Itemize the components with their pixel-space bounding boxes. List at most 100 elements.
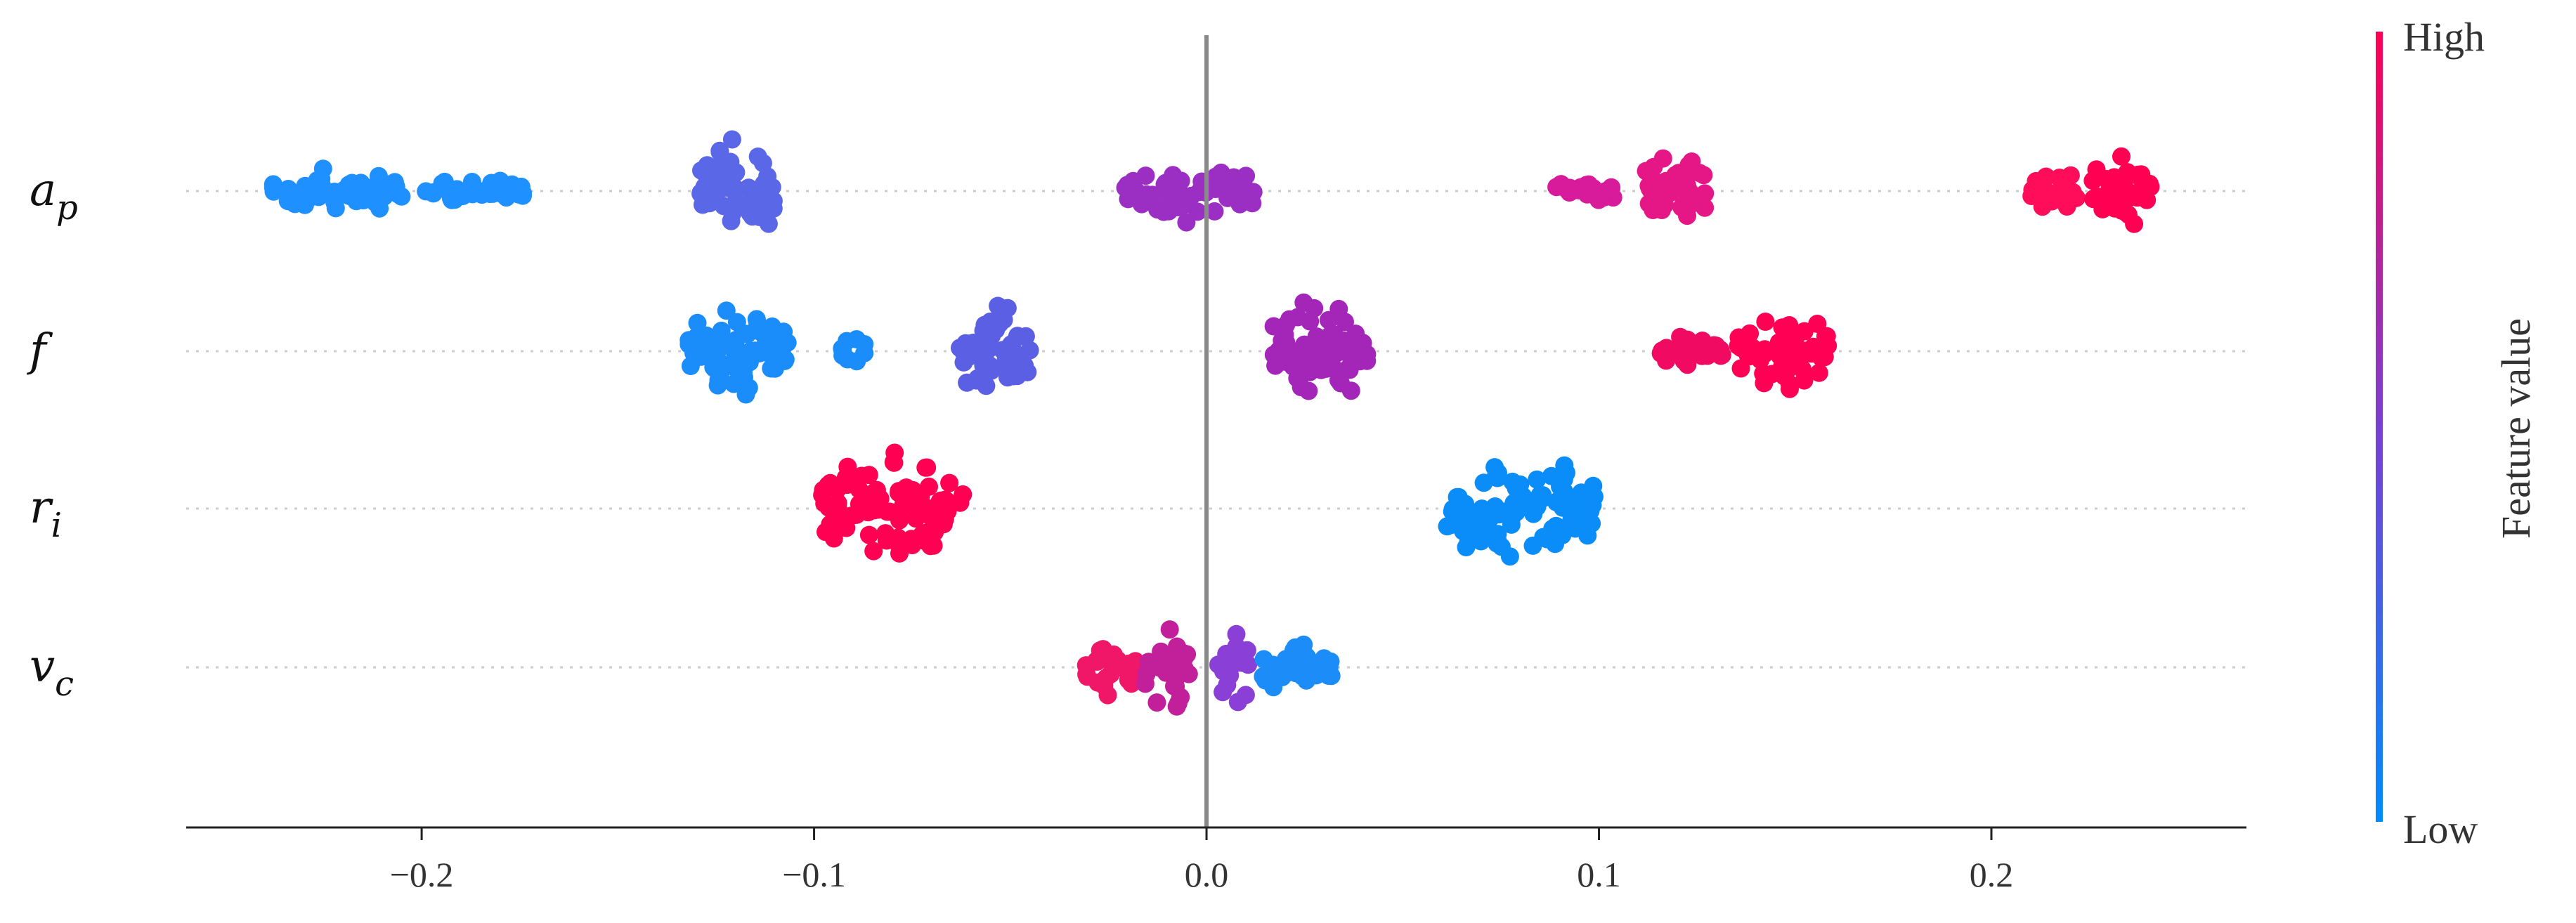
shap-point <box>1190 183 1209 202</box>
shap-point <box>773 339 792 358</box>
colorbar-high-label: High <box>2403 14 2485 60</box>
feature-label-f: f <box>27 325 53 377</box>
shap-point <box>1098 686 1117 705</box>
shap-point <box>1457 538 1476 556</box>
shap-point <box>845 476 864 494</box>
shap-point <box>916 458 935 477</box>
shap-point <box>1147 693 1166 712</box>
shap-point <box>859 525 878 544</box>
row-gridlines <box>186 190 2246 669</box>
shap-point <box>748 313 767 332</box>
shap-point <box>1160 620 1179 639</box>
shap-point <box>1004 367 1023 386</box>
shap-point <box>1299 381 1318 400</box>
feature-labels: ap f ri vc <box>27 164 78 704</box>
shap-point <box>357 188 376 207</box>
shap-point <box>1078 667 1097 686</box>
shap-point <box>741 341 760 360</box>
shap-point <box>1741 347 1759 366</box>
shap-point <box>2033 197 2052 216</box>
shap-point <box>1129 185 1148 204</box>
shap-point <box>1653 149 1672 168</box>
shap-point <box>1205 202 1224 221</box>
shap-point <box>712 321 731 340</box>
shap-point <box>2112 147 2131 166</box>
shap-point <box>1217 644 1236 663</box>
shap-point <box>1228 693 1247 712</box>
shap-point <box>1214 683 1232 702</box>
shap-point <box>1277 352 1296 371</box>
shap-point <box>2061 166 2080 185</box>
shap-point <box>1332 374 1350 393</box>
shap-point <box>313 159 332 178</box>
shap-point <box>1691 164 1710 183</box>
shap-point <box>915 502 934 521</box>
shap-point <box>1150 658 1169 677</box>
shap-point <box>691 183 710 202</box>
shap-point <box>847 330 866 348</box>
x-tick-label: 0.2 <box>1970 855 2014 894</box>
shap-point <box>1736 333 1755 352</box>
colorbar-title: Feature value <box>2493 318 2539 539</box>
shap-point <box>1678 176 1696 195</box>
shap-point <box>512 183 531 202</box>
shap-point <box>885 453 904 472</box>
shap-point <box>1020 341 1039 360</box>
shap-point <box>821 515 840 534</box>
shap-point <box>980 356 999 375</box>
shap-point <box>1137 665 1156 683</box>
shap-point <box>736 385 755 404</box>
shap-point <box>326 199 345 218</box>
shap-point <box>1523 536 1542 555</box>
x-axis-ticks: −0.2 −0.1 0.0 0.1 0.2 <box>390 827 2014 894</box>
shap-point <box>370 199 389 218</box>
shap-point <box>759 214 778 233</box>
shap-point <box>1239 655 1258 674</box>
shap-point <box>1674 334 1693 353</box>
shap-point <box>1108 650 1127 669</box>
shap-point <box>1507 479 1526 497</box>
shap-point <box>1547 493 1566 511</box>
shap-point <box>1809 363 1828 382</box>
beeswarm-points <box>264 130 2160 716</box>
shap-point <box>706 187 725 206</box>
shap-point <box>1477 518 1496 537</box>
feature-label-v-c: vc <box>30 641 74 704</box>
shap-point <box>1637 162 1655 181</box>
shap-point <box>1808 315 1827 333</box>
shap-point <box>1097 669 1116 688</box>
shap-point <box>1653 201 1671 219</box>
shap-point <box>692 161 710 180</box>
shap-point <box>1346 327 1365 345</box>
shap-point <box>833 339 852 358</box>
shap-point <box>2113 202 2131 220</box>
shap-point <box>911 487 930 506</box>
shap-point <box>1584 178 1603 197</box>
shap-point <box>1136 166 1155 185</box>
shap-point <box>1585 487 1604 506</box>
shap-point <box>1527 492 1546 511</box>
shap-point <box>1319 331 1338 350</box>
shap-point <box>1279 651 1298 670</box>
x-tick-label: −0.1 <box>782 855 846 894</box>
shap-point <box>325 183 344 201</box>
shap-point <box>1177 213 1196 232</box>
shap-point <box>296 183 315 202</box>
shap-point <box>964 334 982 352</box>
shap-point <box>1780 316 1799 334</box>
shap-point <box>1602 179 1620 198</box>
shap-point <box>1674 351 1693 370</box>
x-tick-label: −0.2 <box>390 855 454 894</box>
shap-point <box>739 178 758 197</box>
shap-point <box>1325 360 1344 379</box>
shap-point <box>838 457 857 476</box>
shap-point <box>903 536 922 554</box>
shap-point <box>968 369 987 388</box>
shap-point <box>982 327 1001 346</box>
shap-point <box>1528 470 1547 489</box>
shap-point <box>1230 188 1249 207</box>
shap-point <box>919 523 938 542</box>
shap-point <box>954 353 973 372</box>
shap-point <box>1793 360 1811 379</box>
shap-point <box>2083 171 2102 190</box>
